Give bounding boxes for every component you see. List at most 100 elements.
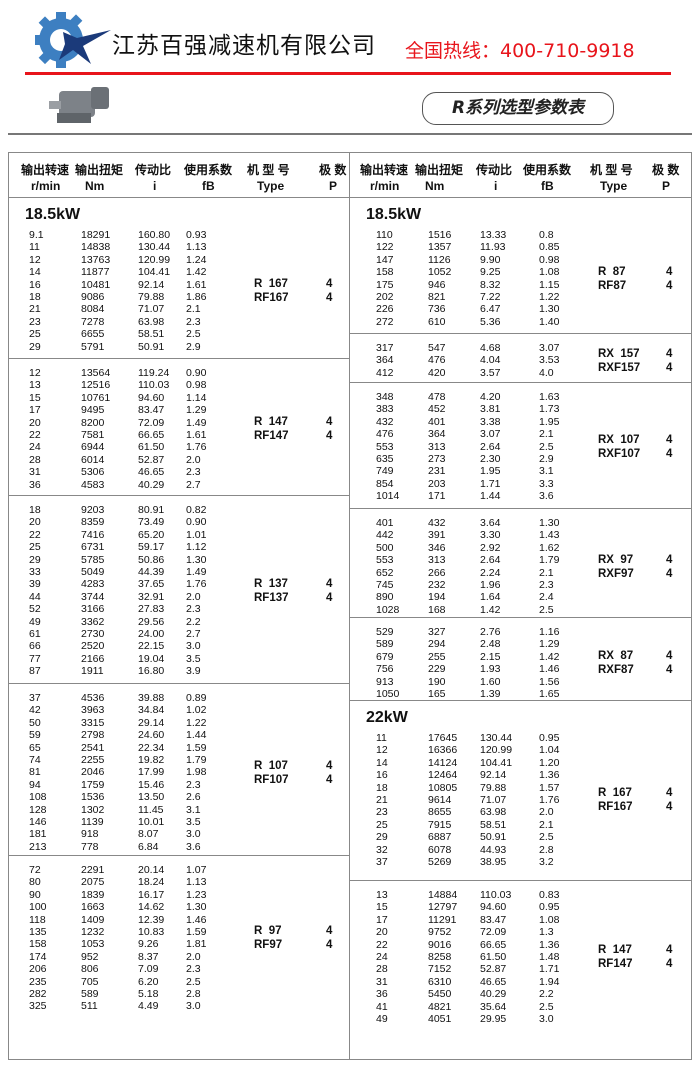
service-factor: 2.5 [186, 975, 201, 988]
table-row: 756 229 1.93 1.46 [350, 663, 691, 675]
output-speed: 22 [376, 938, 388, 951]
gear-reducer-image [49, 87, 109, 123]
service-factor: 1.43 [539, 529, 560, 542]
column-header-cn: 传动比 [135, 163, 172, 177]
ratio: 66.65 [480, 938, 507, 951]
ratio: 46.65 [138, 466, 165, 479]
table-row: 235 705 6.20 2.5 [9, 976, 349, 988]
ratio: 104.41 [138, 266, 171, 279]
output-speed: 348 [376, 391, 394, 403]
service-factor: 3.0 [186, 640, 201, 653]
service-factor: 1.36 [539, 769, 560, 782]
table-row: 50 3315 29.14 1.22 [9, 717, 349, 729]
section-divider [8, 133, 692, 135]
output-speed: 401 [376, 517, 394, 529]
model-type: R 167 [254, 278, 288, 290]
ratio: 6.20 [138, 975, 159, 988]
output-torque: 3166 [81, 603, 105, 616]
pole-count: 4 [666, 553, 673, 566]
table-row: 13 12516 110.03 0.98 [9, 379, 349, 391]
output-speed: 31 [29, 466, 41, 479]
output-speed: 32 [376, 843, 388, 856]
ratio: 8.07 [138, 828, 159, 841]
service-factor: 1.76 [186, 441, 207, 454]
ratio: 94.60 [138, 391, 165, 404]
output-speed: 635 [376, 452, 394, 465]
service-factor: 1.30 [539, 517, 560, 529]
series-title: R系列选型参数表 [422, 92, 614, 125]
column-header-cn: 输出扭矩 [415, 163, 464, 177]
output-speed: 147 [376, 253, 394, 266]
output-torque: 9016 [428, 938, 452, 951]
column-header-unit: i [494, 179, 498, 193]
table-row: 174 952 8.37 2.0 [9, 951, 349, 963]
column-header-unit: i [153, 179, 157, 193]
output-torque: 7915 [428, 818, 452, 831]
output-torque: 18291 [81, 229, 111, 241]
table-row: 59 2798 24.60 1.44 [9, 729, 349, 741]
output-speed: 44 [29, 590, 41, 603]
output-speed: 42 [29, 704, 41, 717]
pole-count: 4 [666, 347, 673, 360]
service-factor: 2.3 [186, 778, 201, 791]
output-torque: 165 [428, 687, 446, 700]
column-header-cn: 极 数 [652, 163, 680, 177]
column-header-cn: 极 数 [319, 163, 347, 177]
ratio: 50.86 [138, 553, 165, 566]
table-row: 9.1 18291 160.80 0.93 [9, 229, 349, 241]
column-header-cn: 输出转速 [21, 163, 70, 177]
output-speed: 854 [376, 477, 394, 490]
ratio: 46.65 [480, 975, 507, 988]
output-torque: 9495 [81, 404, 105, 417]
service-factor: 3.0 [539, 1012, 554, 1025]
table-row: 24 6944 61.50 1.76 [9, 441, 349, 453]
ratio: 34.84 [138, 704, 165, 717]
table-row: 749 231 1.95 3.1 [350, 465, 691, 477]
service-factor: 1.13 [186, 876, 207, 889]
ratio: 92.14 [138, 278, 165, 291]
service-factor: 2.5 [539, 440, 554, 453]
table-row: 25 7915 58.51 2.1 [350, 819, 691, 831]
output-speed: 61 [29, 627, 41, 640]
output-torque: 12464 [428, 769, 458, 782]
output-torque: 6944 [81, 441, 105, 454]
ratio: 1.95 [480, 465, 501, 478]
rows: 13 14884 110.03 0.83 15 12797 94.60 0.95 17 11291… [350, 889, 691, 1025]
output-torque: 1409 [81, 913, 105, 926]
output-torque: 313 [428, 440, 446, 453]
table-row: 66 2520 22.15 3.0 [9, 640, 349, 652]
output-torque: 1536 [81, 791, 105, 804]
ratio: 2.15 [480, 650, 501, 663]
output-torque: 11291 [428, 913, 457, 926]
output-speed: 226 [376, 303, 394, 316]
table-row: 202 821 7.22 1.22 [350, 291, 691, 303]
rows: 72 2291 20.14 1.07 80 2075 18.24 1.13 90 1839 16.1… [9, 864, 349, 1013]
service-factor: 1.63 [539, 391, 560, 403]
output-speed: 41 [376, 1000, 388, 1013]
ratio: 160.80 [138, 229, 171, 241]
service-factor: 1.29 [186, 404, 207, 417]
rows: 401 432 3.64 1.30 442 391 3.30 1.43 500 346 2.92 1.… [350, 517, 691, 616]
ratio: 5.36 [480, 315, 501, 328]
ratio: 7.09 [138, 963, 159, 976]
service-factor: 3.5 [186, 652, 201, 665]
ratio: 12.39 [138, 913, 165, 926]
output-speed: 49 [29, 615, 41, 628]
table-row: 679 255 2.15 1.42 [350, 651, 691, 663]
output-speed: 37 [29, 692, 41, 704]
ratio: 94.60 [480, 901, 507, 914]
output-torque: 1839 [81, 888, 105, 901]
model-group: 348 478 4.20 1.63 383 452 3.81 1.73 432 401 3.38 1.… [350, 383, 691, 509]
output-speed: 52 [29, 603, 41, 616]
table-row: 529 327 2.76 1.16 [350, 626, 691, 638]
output-torque: 2291 [81, 864, 105, 876]
table-row: 317 547 4.68 3.07 [350, 342, 691, 354]
column-header-cn: 输出转速 [360, 163, 409, 177]
service-factor: 2.6 [186, 791, 201, 804]
pole-count: 4 [666, 958, 673, 971]
model-group: 18.5kW 9.1 18291 160.80 0.93 11 14838 130.44 1.1… [9, 198, 349, 359]
table-row: 74 2255 19.82 1.79 [9, 754, 349, 766]
column-header-unit: r/min [31, 179, 61, 193]
output-speed: 13 [29, 379, 41, 392]
table-row: 22 7581 66.65 1.61 [9, 429, 349, 441]
